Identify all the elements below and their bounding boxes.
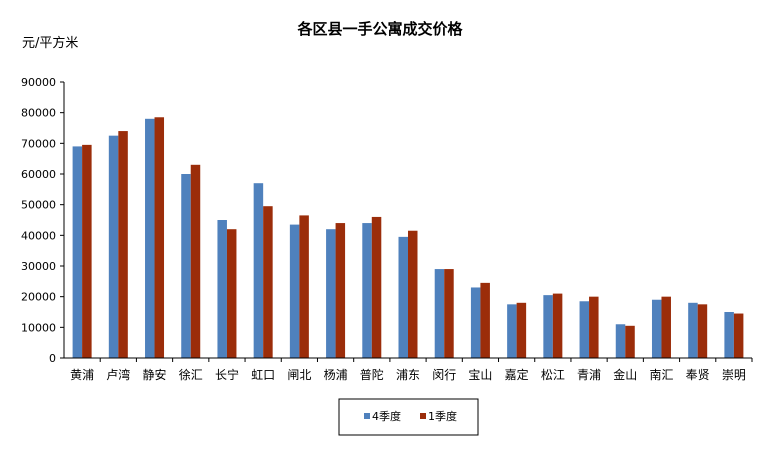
bar-series-2 <box>661 296 671 358</box>
bar-series-1 <box>217 220 227 358</box>
y-tick-label: 70000 <box>21 137 56 150</box>
bar-series-2 <box>118 131 128 358</box>
y-tick-label: 60000 <box>21 168 56 181</box>
x-category-label: 崇明 <box>722 368 746 382</box>
bar-series-1 <box>72 146 83 358</box>
x-category-label: 宝山 <box>468 368 492 382</box>
bar-series-1 <box>615 324 626 358</box>
bar-series-1 <box>181 174 191 358</box>
bar-series-1 <box>688 302 698 358</box>
x-category-label: 静安 <box>143 367 167 382</box>
x-category-label: 徐汇 <box>179 367 203 382</box>
y-tick-label: 50000 <box>21 199 56 212</box>
bar-series-1 <box>253 183 264 358</box>
bar-series-1 <box>543 295 553 358</box>
y-axis-unit-label: 元/平方米 <box>22 35 78 51</box>
bar-series-1 <box>507 304 517 358</box>
bar-series-1 <box>289 224 300 358</box>
x-category-label: 长宁 <box>215 367 239 382</box>
x-category-label: 金山 <box>613 367 637 382</box>
bar-series-2 <box>371 216 382 358</box>
y-tick-label: 10000 <box>21 321 56 334</box>
bar-series-1 <box>326 229 336 358</box>
legend-label-series-2: 1季度 <box>428 409 457 423</box>
x-category-label: 松江 <box>541 368 565 382</box>
bar-series-2 <box>516 302 527 358</box>
x-category-label: 南汇 <box>649 367 673 382</box>
bar-series-2 <box>408 230 418 358</box>
legend-label-series-1: 4季度 <box>372 409 401 423</box>
x-categories-group: 黄浦 卢湾 静安 徐汇 长宁 虹口 闸北 杨浦 普陀 浦东 闵行 宝山 嘉定 松江 青浦 金山 南汇 奉贤 崇明 <box>70 358 753 382</box>
bars-group <box>72 117 744 359</box>
bar-series-2 <box>154 117 165 359</box>
legend: 4季度 1季度 <box>338 398 479 436</box>
x-category-label: 嘉定 <box>505 367 529 382</box>
x-category-label: 卢湾 <box>106 367 130 382</box>
bar-series-1 <box>108 135 119 358</box>
x-category-label: 闸北 <box>287 368 311 382</box>
y-tick-label: 20000 <box>21 291 56 304</box>
bar-series-1 <box>470 287 481 358</box>
bar-series-2 <box>625 325 635 358</box>
x-category-label: 普陀 <box>360 367 384 382</box>
legend-box <box>338 398 479 436</box>
bar-series-2 <box>263 206 273 358</box>
bar-series-2 <box>299 215 309 358</box>
bar-series-2 <box>480 282 490 358</box>
x-category-label: 虹口 <box>251 368 275 382</box>
x-category-label: 青浦 <box>577 368 601 382</box>
y-tick-label: 40000 <box>21 229 56 242</box>
chart-title: 各区县一手公寓成交价格 <box>296 20 463 38</box>
bar-series-2 <box>444 269 454 358</box>
bar-series-1 <box>579 301 590 358</box>
y-tick-label: 30000 <box>21 260 56 273</box>
x-category-label: 闵行 <box>432 367 456 382</box>
y-ticks-group: 0 10000 20000 30000 40000 50000 60000 70000 8000… <box>21 76 64 365</box>
y-tick-label: 90000 <box>21 76 56 89</box>
bar-series-1 <box>434 269 445 358</box>
bar-series-2 <box>552 293 563 358</box>
legend-swatch-series-2 <box>420 413 426 419</box>
x-category-label: 黄浦 <box>70 368 94 382</box>
y-tick-label: 0 <box>49 352 56 365</box>
bar-series-1 <box>651 299 662 358</box>
x-category-label: 奉贤 <box>686 368 710 382</box>
bar-series-2 <box>733 313 744 358</box>
bar-series-2 <box>697 304 708 358</box>
x-category-label: 浦东 <box>396 368 420 382</box>
y-tick-label: 80000 <box>21 107 56 120</box>
bar-series-1 <box>724 312 734 358</box>
x-category-label: 杨浦 <box>324 367 348 382</box>
bar-series-2 <box>82 144 92 358</box>
bar-series-2 <box>190 164 201 358</box>
bar-series-1 <box>362 223 372 358</box>
bar-series-1 <box>145 118 155 358</box>
bar-series-2 <box>335 223 346 358</box>
bar-series-1 <box>398 236 408 358</box>
bar-series-2 <box>226 229 237 358</box>
legend-swatch-series-1 <box>364 413 370 419</box>
bar-series-2 <box>589 296 599 358</box>
